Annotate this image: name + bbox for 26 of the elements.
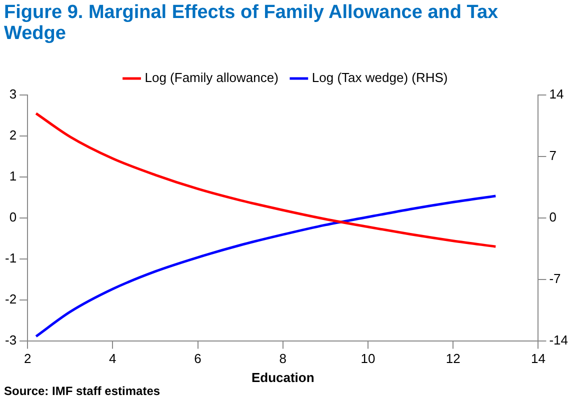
y-tick-label: 3	[9, 86, 17, 102]
y2-tick-label: -14	[549, 332, 568, 348]
y-tick-label: -3	[4, 332, 17, 348]
y-tick-label: -2	[4, 291, 17, 306]
y2-tick-label: 0	[549, 209, 556, 224]
y-tick-label: -1	[4, 250, 17, 266]
x-tick-label: 6	[194, 351, 202, 366]
y2-tick-label: -7	[549, 270, 561, 286]
x-tick-label: 14	[530, 351, 546, 366]
line-series	[34, 112, 497, 248]
line-series	[34, 194, 497, 338]
source-note: Source: IMF staff estimates	[4, 384, 160, 398]
legend-label: Log (Family allowance)	[144, 70, 278, 86]
x-tick-label: 4	[109, 351, 116, 366]
y2-tick-label: 14	[549, 86, 564, 102]
x-tick-label: 8	[279, 351, 286, 366]
x-axis-title: Education	[251, 370, 314, 385]
chart-title: Figure 9. Marginal Effects of Family Allowance and Tax Wedge	[4, 2, 500, 44]
x-tick-label: 12	[446, 351, 460, 366]
legend-label: Log (Tax wedge) (RHS)	[312, 70, 448, 86]
x-tick-label: 2	[24, 351, 32, 366]
x-tick-label: 10	[360, 351, 376, 366]
y-tick-label: 2	[9, 128, 17, 143]
y-tick-label: 1	[9, 168, 17, 184]
y-tick-label: 0	[9, 209, 17, 224]
y2-tick-label: 7	[549, 148, 556, 164]
